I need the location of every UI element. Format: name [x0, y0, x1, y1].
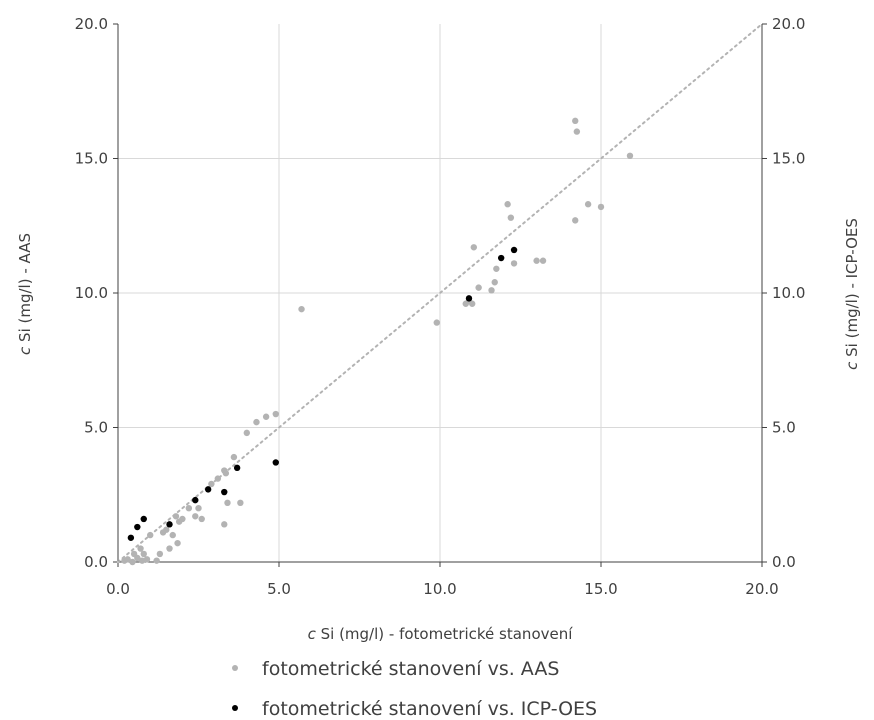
data-point — [153, 557, 160, 564]
y2-axis-title-rest: Si (mg/l) - ICP-OES — [843, 218, 861, 361]
data-point — [507, 214, 515, 221]
data-point — [470, 244, 478, 251]
data-point — [166, 545, 173, 552]
x-tick-label: 15.0 — [584, 580, 617, 598]
data-point — [204, 486, 212, 493]
y-tick-label: 10.0 — [75, 284, 108, 302]
data-point — [134, 554, 141, 562]
data-point — [475, 284, 482, 291]
legend-marker-icp-oes — [232, 705, 238, 711]
data-point — [272, 459, 279, 466]
data-point — [140, 550, 147, 558]
x-axis-title-var: c — [308, 625, 317, 643]
axes — [113, 23, 767, 567]
data-point — [573, 128, 581, 135]
legend-marker-aas — [232, 665, 238, 671]
data-point — [214, 475, 222, 482]
y-tick-label: 0.0 — [84, 553, 108, 571]
data-point — [572, 217, 579, 224]
y-tick-label: 20.0 — [75, 15, 108, 33]
data-point — [222, 470, 230, 477]
data-point — [138, 557, 146, 564]
data-point — [504, 201, 511, 208]
data-point — [198, 515, 205, 523]
data-point — [127, 534, 135, 541]
data-point — [172, 513, 180, 520]
data-point — [179, 515, 186, 523]
y-tick-label: 15.0 — [75, 150, 108, 168]
y-tick-label: 5.0 — [84, 419, 108, 437]
data-point — [493, 265, 500, 272]
x-tick-label: 20.0 — [745, 580, 778, 598]
data-point — [208, 480, 215, 488]
data-point — [166, 521, 173, 528]
data-point — [147, 531, 154, 539]
data-point — [572, 117, 579, 125]
data-point — [237, 499, 244, 507]
data-point — [169, 531, 176, 539]
data-point — [433, 319, 440, 326]
data-point — [192, 496, 199, 504]
y2-tick-label: 10.0 — [772, 284, 805, 302]
y2-tick-label: 5.0 — [772, 419, 796, 437]
data-point — [510, 246, 518, 254]
data-point — [143, 556, 151, 563]
data-point — [597, 203, 605, 211]
y2-tick-label: 15.0 — [772, 150, 805, 168]
x-tick-label: 5.0 — [267, 580, 291, 598]
data-point — [298, 305, 305, 313]
data-point — [156, 550, 164, 558]
data-point — [140, 515, 147, 523]
data-point — [465, 295, 473, 302]
data-point — [221, 488, 228, 496]
x-tick-label: 0.0 — [106, 580, 130, 598]
y2-axis-title: c Si (mg/l) - ICP-OES — [843, 218, 861, 370]
y-axis-title: c Si (mg/l) - AAS — [16, 233, 34, 355]
data-point — [174, 539, 181, 547]
series-icp-oes — [127, 246, 518, 541]
legend-entry-aas: fotometrické stanovení vs. AAS — [232, 658, 559, 680]
data-point — [510, 260, 518, 267]
data-point — [192, 513, 199, 520]
y2-tick-label: 0.0 — [772, 553, 796, 571]
data-point — [129, 558, 136, 566]
legend-label-aas: fotometrické stanovení vs. AAS — [262, 658, 559, 680]
legend-label-icp-oes: fotometrické stanovení vs. ICP-OES — [262, 698, 597, 720]
y-axis-title-rest: Si (mg/l) - AAS — [16, 233, 34, 347]
data-point — [124, 556, 131, 563]
data-point — [491, 279, 498, 286]
x-tick-label: 10.0 — [423, 580, 456, 598]
data-points — [121, 117, 634, 566]
data-point — [243, 429, 250, 437]
y2-axis-title-var: c — [843, 361, 861, 370]
data-point — [253, 418, 260, 426]
data-point — [584, 201, 592, 208]
data-point — [272, 410, 279, 418]
legend: fotometrické stanovení vs. AAS fotometri… — [232, 658, 597, 720]
data-point — [163, 526, 170, 533]
data-point — [185, 505, 193, 512]
x-axis-title-rest: Si (mg/l) - fotometrické stanovení — [316, 625, 573, 643]
data-point — [230, 453, 238, 461]
y2-tick-label: 20.0 — [772, 15, 805, 33]
legend-entry-icp-oes: fotometrické stanovení vs. ICP-OES — [232, 698, 597, 720]
data-point — [224, 499, 231, 507]
data-point — [137, 545, 144, 552]
data-point — [533, 257, 540, 264]
data-point — [221, 521, 228, 528]
data-point — [539, 257, 547, 264]
data-point — [626, 152, 634, 160]
data-point — [488, 287, 495, 294]
data-point — [469, 300, 476, 307]
data-point — [134, 523, 141, 531]
x-axis-title: c Si (mg/l) - fotometrické stanovení — [308, 625, 574, 643]
tick-labels: 0.0 5.0 10.0 15.0 20.0 0.0 5.0 10.0 15.0 20.0 0.0 5… — [75, 15, 806, 598]
series-aas — [121, 117, 634, 566]
y-axis-title-var: c — [16, 346, 34, 355]
data-point — [497, 254, 505, 262]
data-point — [195, 505, 202, 512]
data-point — [262, 413, 270, 420]
data-point — [233, 464, 241, 472]
